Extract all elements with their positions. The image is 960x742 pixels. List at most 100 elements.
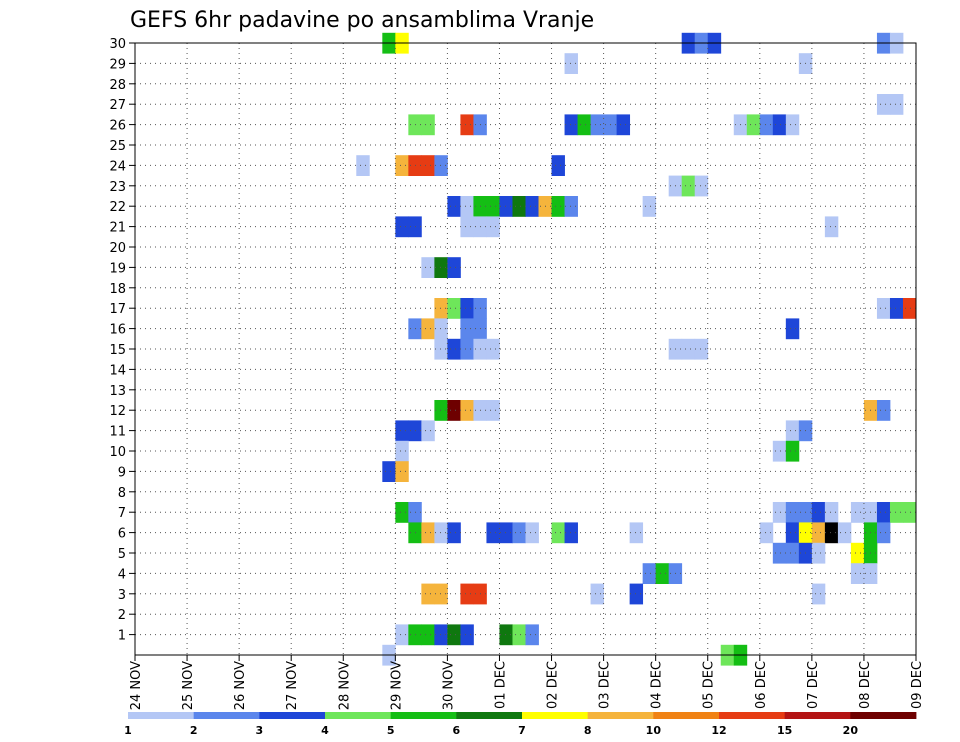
x-tick-label: 06 DEC — [754, 661, 769, 709]
y-tick-label: 28 — [109, 78, 126, 93]
data-cell — [486, 400, 500, 421]
legend-swatch — [719, 712, 786, 719]
data-cell — [395, 420, 409, 442]
data-cell — [447, 257, 461, 278]
data-cell — [551, 196, 565, 217]
data-cell — [486, 196, 500, 217]
legend: 1 2 3 4 5 6 7 8 10 12 15 20 — [124, 712, 917, 737]
data-cell — [824, 502, 839, 523]
data-cell — [460, 318, 474, 340]
data-cell — [447, 400, 461, 421]
data-cell — [629, 522, 644, 544]
data-cell — [642, 563, 657, 584]
legend-label: 6 — [453, 724, 461, 737]
data-cell — [772, 440, 787, 462]
y-axis: 1234567891011121314151617181920212223242… — [109, 37, 135, 644]
legend-swatch — [128, 712, 195, 719]
data-cell — [824, 522, 839, 544]
data-cell — [395, 502, 409, 523]
data-cell — [889, 502, 904, 523]
data-cell — [681, 175, 696, 197]
y-tick-label: 27 — [109, 98, 126, 113]
data-cell — [785, 420, 800, 442]
data-cell — [460, 624, 474, 646]
data-cell — [590, 114, 604, 136]
x-tick-label: 04 DEC — [650, 661, 665, 709]
legend-swatch — [193, 712, 260, 719]
data-cell — [785, 522, 800, 544]
data-cell — [551, 155, 565, 176]
y-tick-label: 9 — [118, 465, 126, 480]
y-tick-label: 20 — [109, 241, 126, 256]
data-cell — [434, 155, 448, 176]
y-tick-label: 13 — [109, 384, 126, 399]
data-cell — [395, 155, 409, 176]
data-cell — [460, 298, 474, 319]
data-cell — [889, 94, 904, 115]
data-cell — [460, 338, 474, 360]
data-cell — [590, 583, 604, 605]
data-cell — [512, 624, 526, 646]
data-cell — [499, 196, 513, 217]
legend-swatch — [325, 712, 392, 719]
data-cell — [577, 114, 591, 136]
data-cell — [785, 542, 800, 564]
data-cell — [811, 502, 826, 523]
data-cells — [356, 32, 917, 666]
data-cell — [434, 298, 448, 319]
x-tick-label: 09 DEC — [910, 661, 925, 709]
y-tick-label: 6 — [118, 527, 126, 542]
y-tick-label: 22 — [109, 200, 126, 215]
data-cell — [876, 522, 891, 544]
x-tick-label: 30 NOV — [441, 661, 456, 710]
data-cell — [421, 624, 435, 646]
data-cell — [460, 216, 474, 238]
y-tick-label: 25 — [109, 139, 126, 154]
data-cell — [421, 583, 435, 605]
data-cell — [447, 338, 461, 360]
data-cell — [811, 522, 826, 544]
legend-swatch — [653, 712, 720, 719]
legend-label: 15 — [777, 724, 792, 737]
data-cell — [655, 563, 670, 584]
data-cell — [837, 522, 852, 544]
data-cell — [772, 114, 787, 136]
x-tick-label: 07 DEC — [806, 661, 821, 709]
x-tick-label: 02 DEC — [546, 661, 561, 709]
y-tick-label: 30 — [109, 37, 126, 52]
legend-swatch — [587, 712, 654, 719]
data-cell — [785, 502, 800, 523]
y-tick-label: 21 — [109, 221, 126, 236]
y-tick-label: 15 — [109, 343, 126, 358]
data-cell — [447, 522, 461, 544]
data-cell — [512, 522, 526, 544]
y-tick-label: 7 — [118, 506, 126, 521]
data-cell — [382, 461, 396, 482]
data-cell — [421, 522, 435, 544]
data-cell — [434, 257, 448, 278]
data-cell — [460, 400, 474, 421]
data-cell — [499, 624, 513, 646]
data-cell — [876, 94, 891, 115]
data-cell — [460, 196, 474, 217]
legend-swatch — [259, 712, 326, 719]
data-cell — [486, 338, 500, 360]
data-cell — [564, 53, 578, 74]
y-tick-label: 12 — [109, 404, 126, 419]
legend-label: 4 — [321, 724, 329, 737]
data-cell — [434, 583, 448, 605]
data-cell — [876, 298, 891, 319]
data-cell — [434, 522, 448, 544]
data-cell — [421, 318, 435, 340]
legend-label: 1 — [124, 724, 132, 737]
data-cell — [395, 624, 409, 646]
x-tick-label: 01 DEC — [493, 661, 508, 709]
legend-label: 20 — [843, 724, 859, 737]
data-cell — [395, 440, 409, 462]
y-tick-label: 29 — [109, 57, 126, 72]
data-cell — [421, 257, 435, 278]
x-tick-label: 29 NOV — [389, 661, 404, 710]
data-cell — [759, 114, 774, 136]
data-cell — [421, 114, 435, 136]
data-cell — [512, 196, 526, 217]
